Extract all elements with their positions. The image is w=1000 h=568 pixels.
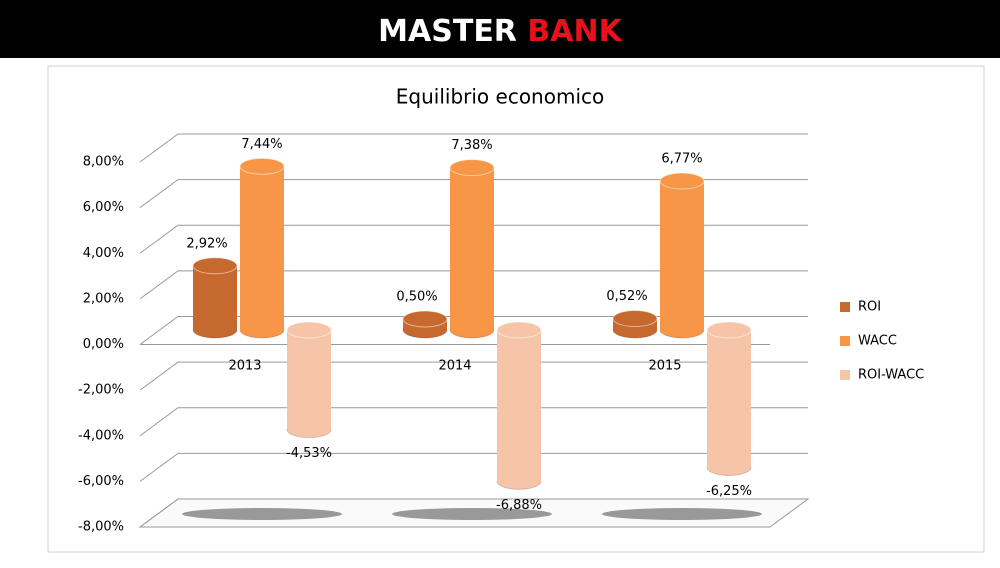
legend-label: ROI <box>858 300 881 315</box>
grid-line <box>139 224 808 254</box>
grid-line <box>139 452 808 482</box>
grid-line <box>139 361 808 391</box>
data-label: 6,77% <box>661 152 702 167</box>
cylinder-top <box>496 321 542 339</box>
grid-line <box>139 179 808 209</box>
cylinder-top <box>239 157 285 175</box>
cylinder-top <box>192 257 238 275</box>
grid-line <box>139 133 808 163</box>
bar <box>497 330 541 482</box>
grid-line <box>139 498 808 528</box>
data-label: -6,25% <box>706 484 752 499</box>
header-title-first: MASTER <box>378 14 517 49</box>
y-tick-label: 0,00% <box>83 337 124 352</box>
cylinder-top <box>612 310 658 328</box>
y-tick-label: -2,00% <box>78 383 124 398</box>
y-tick-label: -8,00% <box>78 520 124 535</box>
bar <box>240 166 284 330</box>
data-label: 7,44% <box>241 137 282 152</box>
y-tick-label: 2,00% <box>83 291 124 306</box>
bar <box>287 330 331 430</box>
legend-swatch <box>840 302 850 312</box>
y-tick-label: 6,00% <box>83 200 124 215</box>
bar <box>707 330 751 468</box>
cylinder-top <box>706 321 752 339</box>
grid-line <box>139 270 808 300</box>
y-tick-label: -4,00% <box>78 428 124 443</box>
chart-title: Equilibrio economico <box>396 85 604 109</box>
header-bar <box>0 0 1000 58</box>
bar <box>450 167 494 330</box>
data-label: -6,88% <box>496 498 542 513</box>
legend-swatch <box>840 370 850 380</box>
data-label: -4,53% <box>286 446 332 461</box>
x-tick-label: 2014 <box>438 359 471 374</box>
x-tick-label: 2013 <box>228 359 261 374</box>
cylinder-top <box>449 159 495 177</box>
legend-label: ROI-WACC <box>858 368 924 383</box>
data-label: 7,38% <box>451 138 492 153</box>
data-label: 2,92% <box>186 236 227 251</box>
y-tick-label: -6,00% <box>78 474 124 489</box>
x-tick-label: 2015 <box>648 359 681 374</box>
grid-line <box>139 407 808 437</box>
cylinder-top <box>659 172 705 190</box>
bar <box>660 181 704 330</box>
y-tick-label: 8,00% <box>83 155 124 170</box>
grid-line <box>139 316 808 345</box>
cylinder-top <box>402 310 448 328</box>
data-label: 0,50% <box>396 290 437 305</box>
floor-shadow <box>392 508 552 520</box>
legend-swatch <box>840 336 850 346</box>
header-title: MASTER BANK <box>378 14 623 49</box>
floor-shadow <box>602 508 762 520</box>
legend-label: WACC <box>858 334 897 349</box>
y-tick-label: 4,00% <box>83 246 124 261</box>
cylinder-top <box>286 321 332 339</box>
header-title-second: BANK <box>527 14 623 49</box>
bar <box>193 265 237 330</box>
data-label: 0,52% <box>606 289 647 304</box>
floor-shadow <box>182 508 342 520</box>
